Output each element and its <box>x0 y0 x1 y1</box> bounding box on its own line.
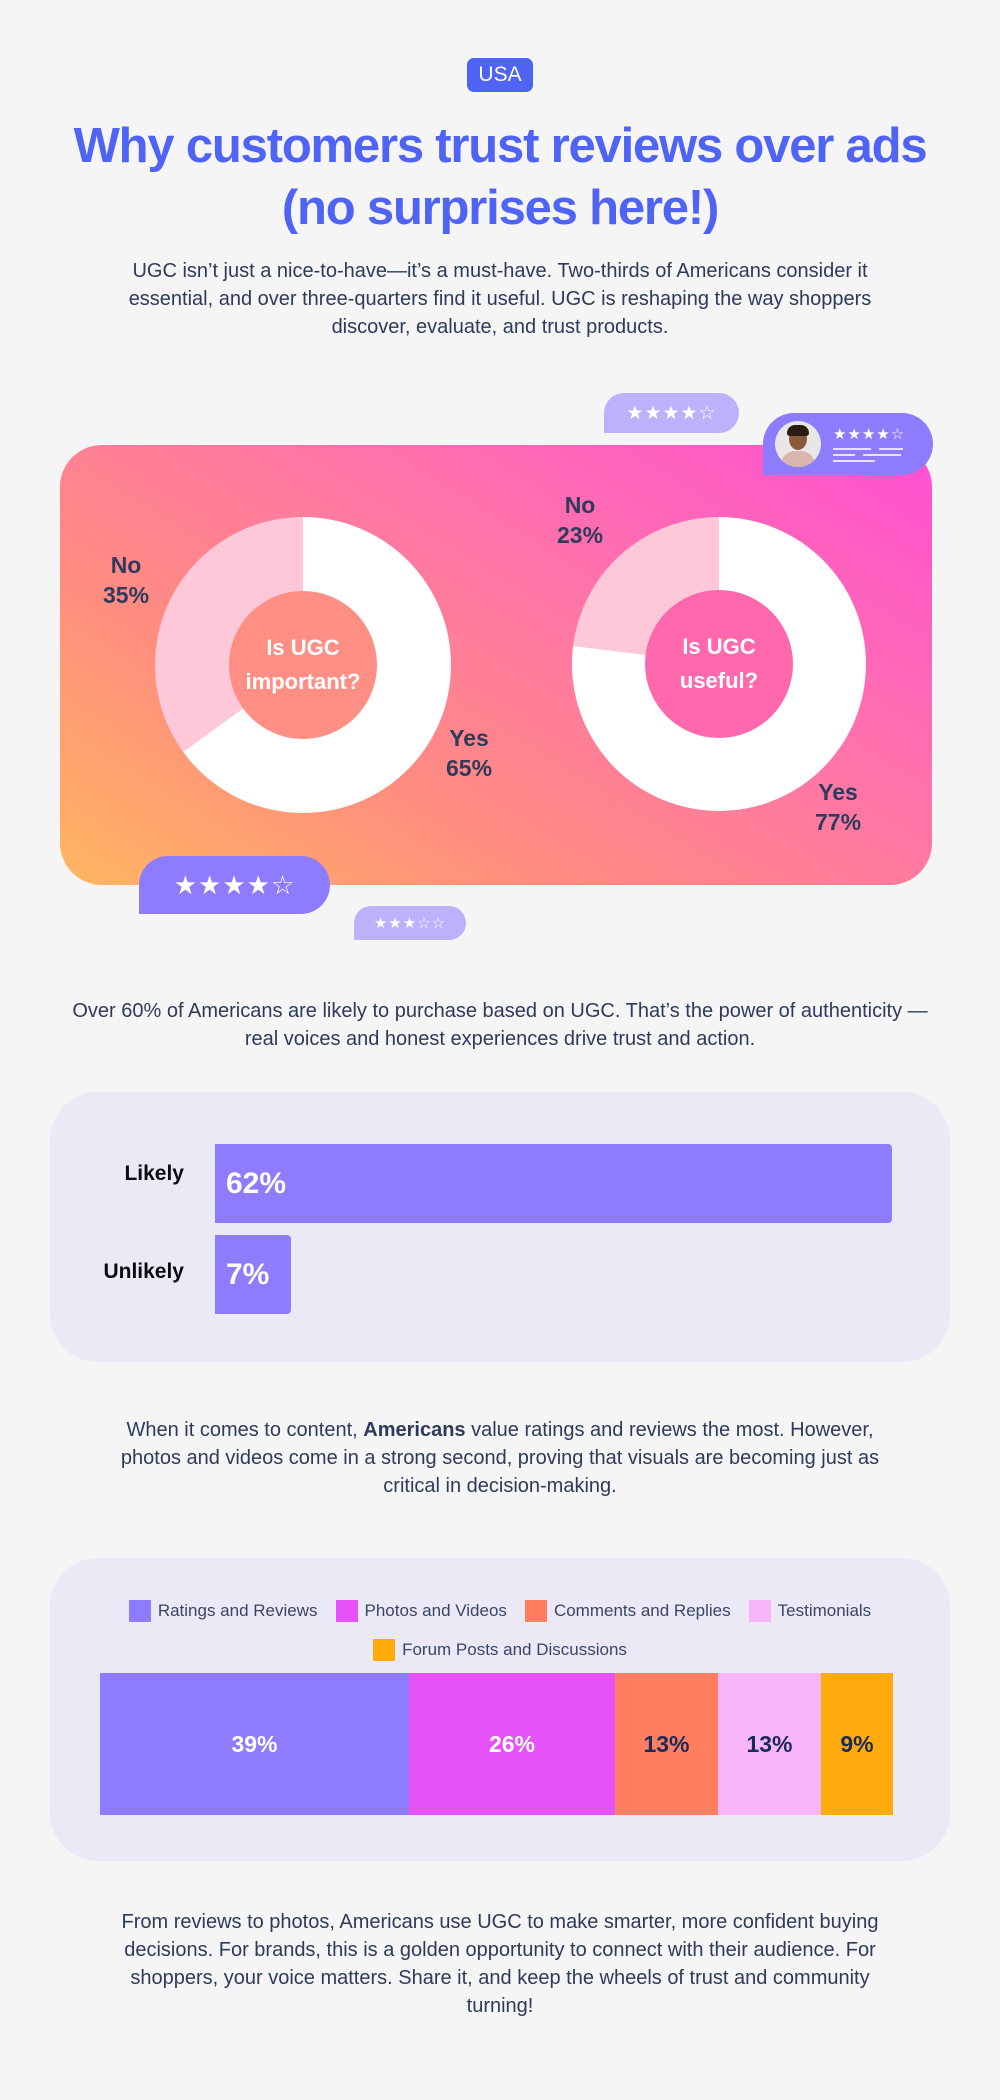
content-stacked-bar-chart: Ratings and Reviews Photos and Videos Co… <box>50 1558 950 1861</box>
closing-paragraph: From reviews to photos, Americans use UG… <box>121 1911 879 2017</box>
review-snippet: ★★★★☆ <box>833 426 905 462</box>
title-line-1: Why customers trust reviews over ads <box>73 119 928 173</box>
chart-legend: Ratings and Reviews Photos and Videos Co… <box>50 1600 950 1622</box>
chart-legend-row-2: Forum Posts and Discussions <box>50 1639 950 1661</box>
stacked-bar: 39% 26% 13% 13% 9% <box>100 1673 893 1815</box>
donut-center-label: Is UGC important? <box>229 591 377 739</box>
donut-yes-label: Yes 65% <box>446 725 493 781</box>
content-paragraph: When it comes to content, Americans valu… <box>120 1419 880 1497</box>
donut-chart-useful: Is UGC useful? <box>572 517 866 811</box>
intro-paragraph: UGC isn’t just a nice-to-have—it’s a mus… <box>128 260 872 338</box>
star-rating-icon: ★★★☆☆ <box>373 915 447 932</box>
donut-charts-card: Is UGC important? No 35% Yes 65% Is UGC usef… <box>60 445 932 885</box>
user-avatar-icon <box>775 421 821 467</box>
review-pill-top: ★★★★☆ <box>604 393 739 433</box>
legend-item: Ratings and Reviews <box>128 1600 318 1622</box>
segment-testimonials: 13% <box>718 1673 821 1815</box>
purchase-bar-chart: Likely 62% Unlikely 7% <box>50 1092 950 1362</box>
segment-forum-posts: 9% <box>821 1673 893 1815</box>
star-rating-icon: ★★★★☆ <box>173 869 296 900</box>
star-rating-icon: ★★★★☆ <box>626 402 717 424</box>
purchase-paragraph: Over 60% of Americans are likely to purc… <box>72 1000 928 1050</box>
page-title: Why customers trust reviews over ads (no… <box>0 115 1000 239</box>
donut-yes-label: Yes 77% <box>815 779 862 835</box>
legend-item: Comments and Replies <box>524 1600 731 1622</box>
segment-ratings-reviews: 39% <box>100 1673 409 1815</box>
bar-likely: 62% <box>215 1144 892 1223</box>
review-pill-small: ★★★☆☆ <box>354 906 466 940</box>
bar-unlikely: 7% <box>215 1235 291 1314</box>
donut-no-label: No 23% <box>557 492 604 548</box>
donut-center-label: Is UGC useful? <box>645 590 793 738</box>
legend-item: Photos and Videos <box>335 1600 507 1622</box>
donut-no-label: No 35% <box>103 552 150 608</box>
bar-row-unlikely: Unlikely <box>50 1232 184 1311</box>
country-badge: USA <box>467 58 533 92</box>
bar-label: Likely <box>124 1161 184 1185</box>
bar-label: Unlikely <box>103 1259 184 1283</box>
star-rating-icon: ★★★★☆ <box>833 426 906 443</box>
review-card-avatar: ★★★★☆ <box>763 413 933 475</box>
legend-item: Testimonials <box>748 1600 871 1622</box>
title-line-2: (no surprises here!) <box>281 181 719 235</box>
legend-item: Forum Posts and Discussions <box>373 1639 627 1661</box>
segment-photos-videos: 26% <box>409 1673 615 1815</box>
review-pill-bottom: ★★★★☆ <box>139 856 330 914</box>
bar-row-likely: Likely <box>50 1134 184 1213</box>
segment-comments-replies: 13% <box>615 1673 718 1815</box>
donut-chart-important: Is UGC important? <box>155 517 451 813</box>
